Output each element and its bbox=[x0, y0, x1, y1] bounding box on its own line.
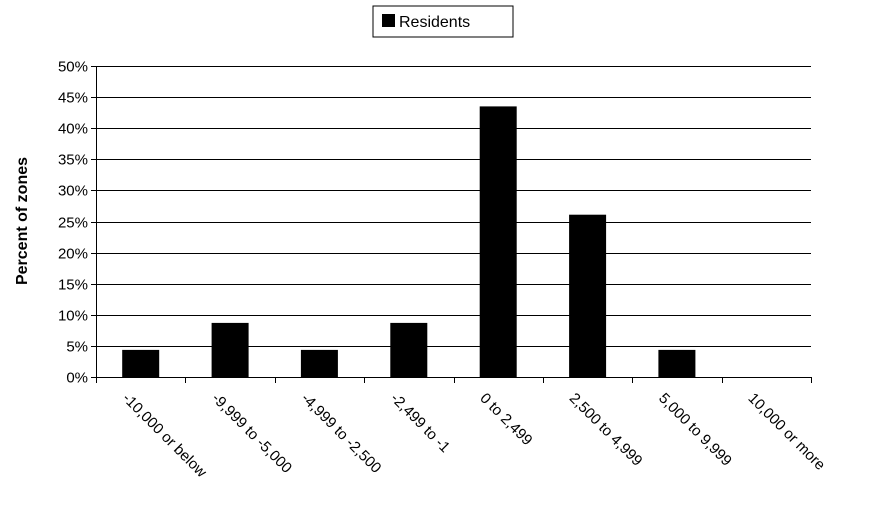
gridlines bbox=[91, 66, 811, 378]
y-tick-labels: 0% 5% 10% 15% 20% 25% 30% 35% 40% 45% 50% bbox=[58, 59, 88, 387]
y-axis-title: Percent of zones bbox=[14, 157, 31, 285]
y-tick-label: 50% bbox=[58, 59, 88, 76]
bar-1 bbox=[211, 322, 249, 377]
legend-box bbox=[372, 5, 514, 38]
y-tick-label: 0% bbox=[66, 370, 88, 387]
x-category-label: 0 to 2,499 bbox=[476, 390, 535, 449]
chart-legend: Residents bbox=[372, 5, 514, 38]
legend-swatch-residents bbox=[382, 14, 395, 27]
x-category-label: -10,000 or below bbox=[119, 390, 210, 481]
bar-6 bbox=[658, 349, 696, 377]
x-category-label: -4,999 to -2,500 bbox=[298, 390, 385, 477]
legend-label-residents: Residents bbox=[399, 14, 470, 31]
x-category-label: 5,000 to 9,999 bbox=[655, 390, 735, 470]
y-tick-label: 15% bbox=[58, 277, 88, 294]
y-tick-label: 20% bbox=[58, 246, 88, 263]
x-category-label: -2,499 to -1 bbox=[387, 390, 453, 456]
bar-0 bbox=[122, 349, 160, 377]
bar-3 bbox=[390, 322, 428, 377]
bars bbox=[122, 106, 696, 378]
y-tick-label: 30% bbox=[58, 183, 88, 200]
x-category-label: 2,500 to 4,999 bbox=[566, 390, 646, 470]
axes bbox=[96, 66, 812, 383]
x-category-label: -9,999 to -5,000 bbox=[208, 390, 295, 477]
x-category-labels: -10,000 or below-9,999 to -5,000 -4,999 t… bbox=[119, 390, 829, 481]
y-tick-label: 25% bbox=[58, 215, 88, 232]
bar-2 bbox=[300, 349, 338, 377]
bar-4 bbox=[479, 106, 517, 378]
y-tick-label: 45% bbox=[58, 90, 88, 107]
y-tick-label: 10% bbox=[58, 308, 88, 325]
y-tick-label: 35% bbox=[58, 152, 88, 169]
bar-5 bbox=[569, 214, 607, 377]
y-tick-label: 5% bbox=[66, 339, 88, 356]
x-category-label: 10,000 or more bbox=[744, 390, 828, 474]
y-tick-label: 40% bbox=[58, 121, 88, 138]
